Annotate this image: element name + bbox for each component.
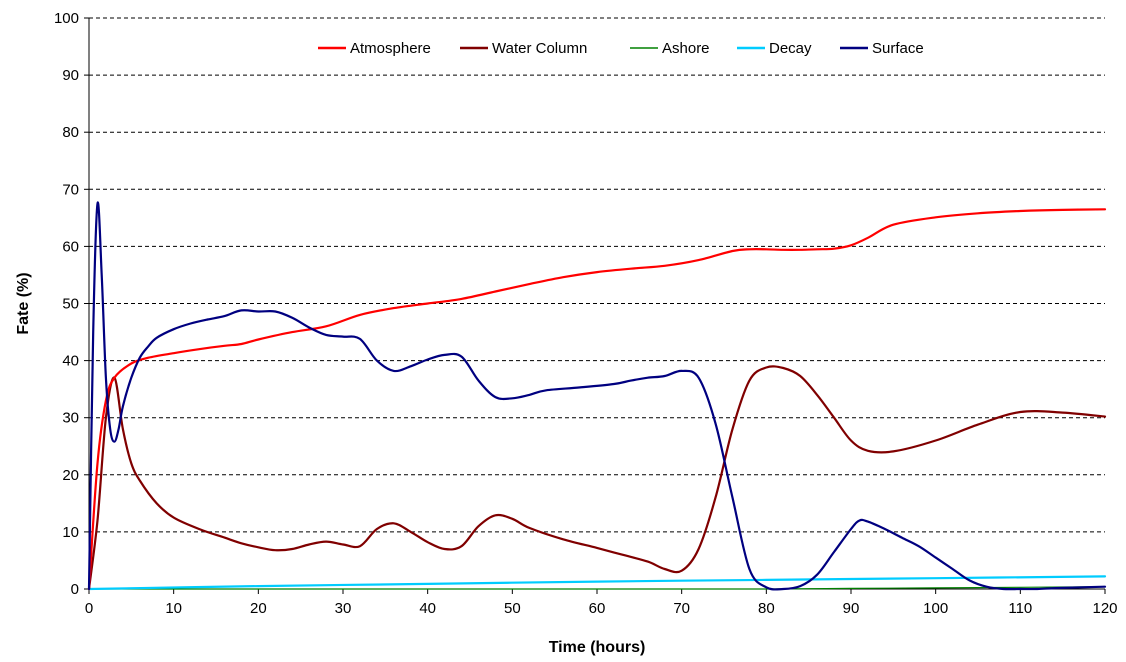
x-tick-label: 100 — [923, 600, 948, 617]
x-tick-label: 30 — [335, 600, 352, 617]
x-axis-title: Time (hours) — [549, 639, 646, 656]
series-lines — [87, 201, 1107, 591]
y-tick-label: 60 — [62, 238, 79, 255]
legend-label: Atmosphere — [350, 40, 431, 57]
y-tick-label: 90 — [62, 67, 79, 84]
x-tick-label: 50 — [504, 600, 521, 617]
series-line-atmosphere — [87, 208, 1107, 591]
x-tick-label: 110 — [1008, 600, 1032, 617]
x-tick-label: 70 — [673, 600, 690, 617]
series-line-decay — [87, 575, 1107, 591]
legend-item-atmosphere: Atmosphere — [318, 40, 431, 57]
legend-label: Water Column — [492, 40, 587, 57]
y-tick-label: 40 — [62, 353, 79, 370]
legend-label: Decay — [769, 40, 812, 57]
x-tick-label: 60 — [589, 600, 606, 617]
legend-item-ashore: Ashore — [630, 40, 710, 57]
legend-item-surface: Surface — [840, 40, 924, 57]
x-tick-label: 0 — [85, 600, 93, 617]
x-tick-label: 120 — [1092, 600, 1117, 617]
legend-item-water-column: Water Column — [460, 40, 587, 57]
legend-label: Surface — [872, 40, 924, 57]
y-tick-label: 100 — [54, 10, 79, 27]
x-tick-label: 10 — [165, 600, 182, 617]
x-tick-label: 40 — [419, 600, 436, 617]
series-line-water-column — [87, 365, 1107, 591]
y-axis-title: Fate (%) — [15, 272, 32, 334]
y-tick-label: 70 — [62, 181, 79, 198]
y-tick-label: 0 — [71, 581, 79, 598]
legend-item-decay: Decay — [737, 40, 812, 57]
x-tick-label: 90 — [843, 600, 860, 617]
axis-ticks: 0 10 20 30 40 50 60 70 80 90 100 0 10 20 30 40 50 60 70 80 9… — [54, 10, 1118, 617]
legend: Atmosphere Water Column Ashore Decay Surface — [318, 40, 924, 57]
gridlines — [89, 17, 1105, 533]
legend-label: Ashore — [662, 40, 710, 57]
series-line-surface — [87, 201, 1107, 591]
y-tick-label: 50 — [62, 296, 79, 313]
x-tick-label: 80 — [758, 600, 775, 617]
series-line-ashore — [88, 586, 1106, 590]
y-tick-label: 80 — [62, 124, 79, 141]
x-tick-label: 20 — [250, 600, 267, 617]
y-tick-label: 10 — [62, 524, 79, 541]
y-tick-label: 20 — [62, 467, 79, 484]
y-tick-label: 30 — [62, 410, 79, 427]
